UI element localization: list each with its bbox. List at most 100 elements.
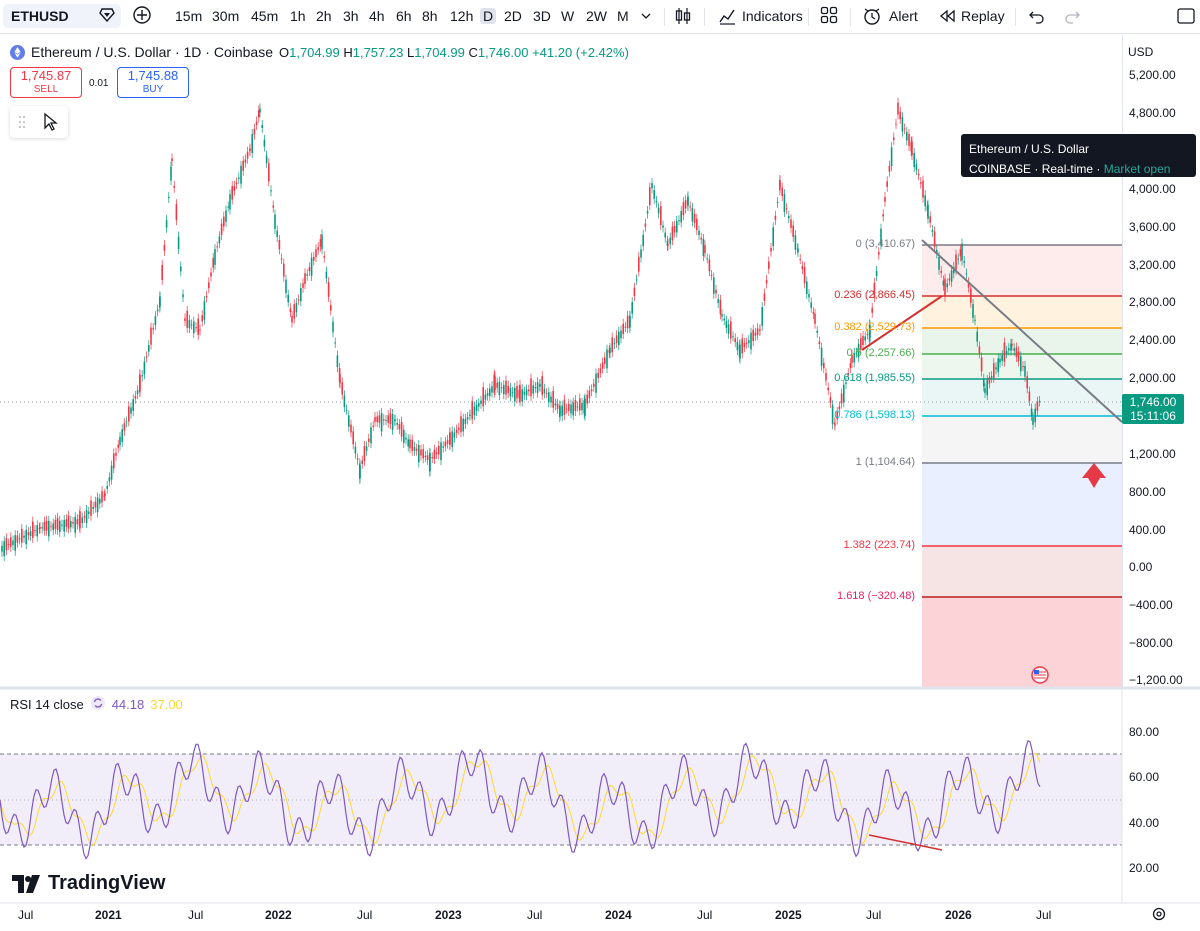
candle-body (847, 373, 849, 376)
currency-label[interactable]: USD (1128, 45, 1154, 59)
candle-body (1026, 376, 1028, 389)
candle-body (323, 256, 325, 258)
interval-d[interactable]: D (480, 8, 497, 24)
candle-body (110, 465, 113, 480)
price-label: 800.00 (1129, 485, 1166, 499)
interval-4h[interactable]: 4h (369, 8, 385, 24)
replay-button[interactable]: Replay (961, 8, 1005, 24)
interval-15m[interactable]: 15m (175, 8, 203, 24)
fib-label-1618[interactable]: 1.618 (−320.48) (837, 590, 915, 602)
interval-w[interactable]: W (561, 8, 575, 24)
candle-body (59, 520, 61, 533)
candle-body (460, 416, 462, 433)
interval-8h[interactable]: 8h (422, 8, 438, 24)
undo-icon[interactable] (1028, 7, 1046, 28)
redo-icon[interactable] (1063, 7, 1081, 28)
interval-12h[interactable]: 12h (450, 8, 474, 24)
indicators-icon[interactable] (717, 6, 737, 29)
fib-label-1[interactable]: 1 (1,104.64) (855, 456, 915, 468)
time-label: Jul (866, 908, 882, 922)
fib-label-0618[interactable]: 0.618 (1,985.55) (834, 372, 915, 384)
candle-body (808, 294, 810, 298)
trend-line-down[interactable] (921, 239, 1123, 423)
settings-gear-icon[interactable] (1151, 906, 1167, 927)
arrow-up-marker-icon[interactable] (1082, 463, 1106, 488)
refresh-icon[interactable] (90, 695, 106, 714)
candle-body (779, 180, 781, 188)
interval-2h[interactable]: 2h (316, 8, 332, 24)
candle-body (154, 316, 157, 326)
interval-30m[interactable]: 30m (212, 8, 240, 24)
interval-2d[interactable]: 2D (504, 8, 522, 24)
candle-body (398, 424, 401, 430)
alert-clock-icon[interactable] (862, 6, 882, 29)
candle-body (429, 453, 431, 471)
candle-body (713, 277, 715, 294)
interval-45m[interactable]: 45m (251, 8, 279, 24)
candle-body (588, 390, 591, 399)
candle-body (959, 249, 962, 257)
price-scale[interactable] (1122, 35, 1200, 687)
candle-body (660, 206, 662, 226)
candle-body (370, 427, 372, 444)
candle-body (10, 537, 12, 547)
candle-body (119, 436, 121, 446)
fib-zone-5-618 (922, 354, 1122, 379)
fib-label-0236[interactable]: 0.236 (2,866.45) (834, 289, 915, 301)
interval-3h[interactable]: 3h (343, 8, 359, 24)
candle-body (108, 477, 111, 482)
alert-button[interactable]: Alert (889, 8, 918, 24)
candle-body (278, 240, 281, 250)
layout-grid-icon[interactable] (820, 6, 838, 27)
candle-body (644, 223, 647, 227)
candle-body (350, 424, 352, 433)
candle-body (761, 307, 763, 326)
candle-body (32, 521, 34, 538)
candle-body (1010, 343, 1012, 351)
fib-label-0[interactable]: 0 (3,410.67) (855, 238, 915, 250)
candle-body (261, 125, 263, 129)
candle-body (253, 128, 256, 135)
symbol-search[interactable]: ETHUSD (3, 4, 121, 28)
fullscreen-icon[interactable] (1176, 6, 1196, 29)
chevron-down-icon[interactable] (640, 6, 652, 29)
candle-body (285, 279, 287, 294)
rsi-title[interactable]: RSI 14 close (10, 697, 84, 712)
interval-2w[interactable]: 2W (586, 8, 607, 24)
fib-label-1382[interactable]: 1.382 (223.74) (843, 539, 915, 551)
add-symbol-icon[interactable] (132, 5, 152, 28)
candles-icon[interactable] (674, 6, 692, 29)
candle-body (145, 356, 148, 358)
candle-body (216, 246, 218, 248)
cursor-arrow-icon[interactable] (42, 112, 58, 137)
candle-body (177, 236, 180, 250)
candle-body (304, 273, 306, 285)
candle-body (734, 338, 736, 343)
interval-m[interactable]: M (617, 8, 629, 24)
fib-label-0382[interactable]: 0.382 (2,529.73) (834, 321, 915, 333)
trend-line-fib-anchor[interactable] (861, 295, 943, 351)
candle-body (405, 437, 407, 440)
candle-body (1022, 366, 1024, 368)
fib-label-0786[interactable]: 0.786 (1,598.13) (834, 409, 915, 421)
interval-3d[interactable]: 3D (533, 8, 551, 24)
candle-body (352, 431, 354, 445)
candle-body (823, 362, 825, 369)
buy-button[interactable]: 1,745.88 BUY (117, 67, 189, 98)
diamond-icon[interactable] (99, 8, 115, 25)
tradingview-logo[interactable]: TradingView (12, 872, 165, 895)
interval-6h[interactable]: 6h (396, 8, 412, 24)
candle-body (836, 411, 838, 420)
rsi-divergence-line[interactable] (868, 834, 943, 851)
candle-body (548, 392, 550, 403)
candle-body (646, 211, 649, 214)
candle-body (772, 227, 774, 246)
sell-button[interactable]: 1,745.87 SELL (10, 67, 82, 98)
fib-label-05[interactable]: 0.5 (2,257.66) (846, 347, 916, 359)
drag-handle-icon[interactable] (18, 114, 26, 135)
interval-1h[interactable]: 1h (290, 8, 306, 24)
chart-title[interactable]: Ethereum / U.S. Dollar · 1D · Coinbase (31, 44, 273, 60)
indicators-button[interactable]: Indicators (742, 8, 803, 24)
replay-icon[interactable] (938, 7, 956, 28)
